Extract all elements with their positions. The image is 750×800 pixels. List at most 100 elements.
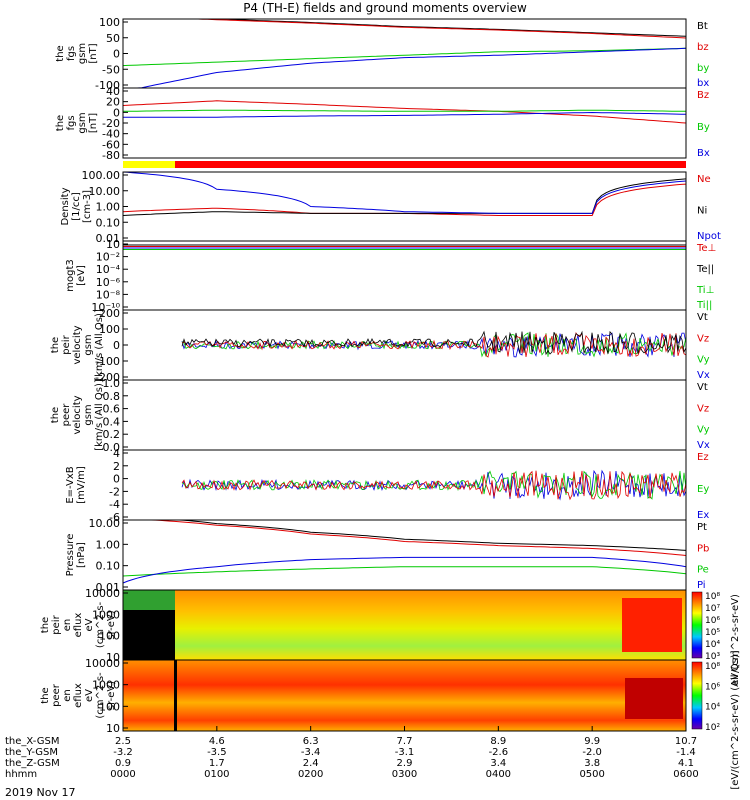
y-tick-label: 100 [99, 16, 120, 29]
noise-trace [181, 330, 687, 356]
series-line-Pt [123, 519, 687, 551]
x-tick-label: -3.2 [113, 747, 133, 758]
y-axis-label: velocity [72, 395, 83, 434]
chart-title: P4 (TH-E) fields and ground moments over… [243, 1, 527, 15]
spectrogram-peir [123, 590, 686, 660]
y-axis-label: [km/s (All Qs)] [94, 309, 105, 381]
legend-Vy: Vy [697, 425, 710, 436]
y-axis-label: gsm [77, 43, 88, 64]
y-tick-label: -50 [102, 63, 120, 76]
legend-Bt: Bt [697, 21, 708, 32]
series-line-bz [123, 18, 687, 39]
y-tick-label: -80 [102, 149, 120, 162]
colorbar-tick-label: 10⁶ [705, 616, 720, 626]
legend-Vz: Vz [697, 333, 709, 344]
legend-Te⊥: Te⊥ [696, 243, 716, 254]
x-tick-label: 10.7 [675, 736, 697, 747]
x-tick-label: 8.9 [490, 736, 506, 747]
x-tick-label: 0.9 [115, 758, 131, 769]
y-tick-label: 10 [106, 238, 120, 251]
y-axis-label: sr-eV) [106, 681, 117, 710]
x-tick-label: 1.7 [209, 758, 225, 769]
legend-Ni: Ni [697, 206, 707, 217]
y-tick-label: 100.00 [82, 169, 121, 182]
series-line-Bz [122, 100, 687, 124]
legend-Ti||: Ti|| [696, 300, 712, 311]
x-tick-label: -3.1 [395, 747, 415, 758]
y-tick-label: 1.00 [96, 538, 121, 551]
y-axis-label: (cm^2-s- [95, 672, 106, 719]
legend-Ti⊥: Ti⊥ [696, 285, 714, 296]
legend-Bx: Bx [697, 148, 710, 159]
legend-Npot: Npot [697, 231, 721, 242]
panel-frame [122, 87, 687, 159]
x-row-label: the_Y-GSM [5, 747, 58, 758]
y-axis-label: [mV/m] [76, 466, 87, 504]
y-axis-label: fgs [66, 115, 77, 130]
colorbar-label-top: eV/(cm^2-s-sr-eV) [730, 594, 741, 686]
y-tick-label: 10⁻² [96, 251, 120, 264]
panel-fgs-gsm: 100 50 0 -50 -100 the fgs gsm [nT] Bt bz by bx [55, 16, 709, 92]
legend-Vt: Vt [697, 312, 708, 323]
y-axis-label: peir [61, 334, 72, 354]
y-axis-label: sr-eV) [106, 610, 117, 639]
y-axis-label: eV [84, 689, 95, 702]
x-tick-label: 7.7 [397, 736, 413, 747]
y-tick-label: 0.6 [103, 403, 121, 416]
y-tick-label: 0.8 [103, 390, 121, 403]
legend-Pb: Pb [697, 543, 709, 554]
x-tick-label: 4.1 [678, 758, 694, 769]
panel-frame [122, 171, 687, 242]
panel-density: 100.00 10.00 1.00 0.10 0.01 Density [1/cc] [cm-… [60, 169, 721, 245]
y-axis-label: the [50, 337, 61, 353]
y-tick-label: 100 [99, 323, 120, 336]
noise-trace [181, 470, 687, 501]
y-tick-label: 4 [113, 447, 120, 460]
legend-Vy: Vy [697, 355, 710, 366]
y-axis-label: the [40, 687, 51, 703]
y-axis-label: E=-VxB [65, 466, 76, 503]
quality-bar [123, 161, 686, 168]
colorbar-label-bottom: [eV/(cm^2-s-sr-eV) (All Qs)] [730, 650, 741, 789]
y-axis-label: eV [84, 618, 95, 631]
y-tick-label: 50 [106, 32, 120, 45]
y-axis-label: [nPa] [76, 542, 87, 568]
y-axis-label: eflux [73, 613, 84, 638]
panel-pressure: 10.00 1.00 0.10 0.01 Pressure [nPa] Pt Pb Pe Pi [65, 517, 709, 594]
y-tick-label: 10⁻⁸ [96, 288, 121, 301]
y-axis-label: the [50, 407, 61, 423]
panel-frame [122, 519, 687, 591]
colorbar-tick-label: 10⁸ [705, 592, 720, 602]
panel-frame [122, 379, 687, 451]
series-line-bx [123, 47, 687, 89]
x-tick-label: 0200 [298, 769, 323, 780]
y-axis-label: [eV] [76, 265, 87, 286]
series-line-By [123, 109, 686, 112]
y-tick-label: 10 [106, 722, 120, 735]
legend-Vz: Vz [697, 403, 709, 414]
spectrogram-noise [123, 590, 175, 610]
colorbar-tick-label: 10⁴ [705, 703, 720, 713]
y-axis-label: peer [51, 683, 62, 707]
y-axis-label: en [62, 689, 73, 702]
y-tick-label: 0 [113, 48, 120, 61]
legend-Vx: Vx [697, 440, 710, 451]
x-tick-label: 3.8 [584, 758, 600, 769]
y-tick-label: 40 [106, 85, 120, 98]
legend-Ey: Ey [697, 484, 709, 495]
x-tick-label: 0600 [673, 769, 698, 780]
y-tick-label: 10000 [85, 657, 120, 670]
legend-Ex: Ex [697, 510, 709, 521]
y-tick-label: 1.0 [103, 377, 121, 390]
x-tick-label: -3.4 [301, 747, 321, 758]
spectrogram-peer [123, 660, 686, 731]
y-axis-label: mogt3 [65, 259, 76, 292]
y-tick-label: 0 [113, 339, 120, 352]
legend-bx: bx [697, 78, 709, 89]
x-tick-label: 4.6 [209, 736, 225, 747]
y-axis-label: gsm [83, 404, 94, 425]
panel-frame [122, 18, 687, 89]
